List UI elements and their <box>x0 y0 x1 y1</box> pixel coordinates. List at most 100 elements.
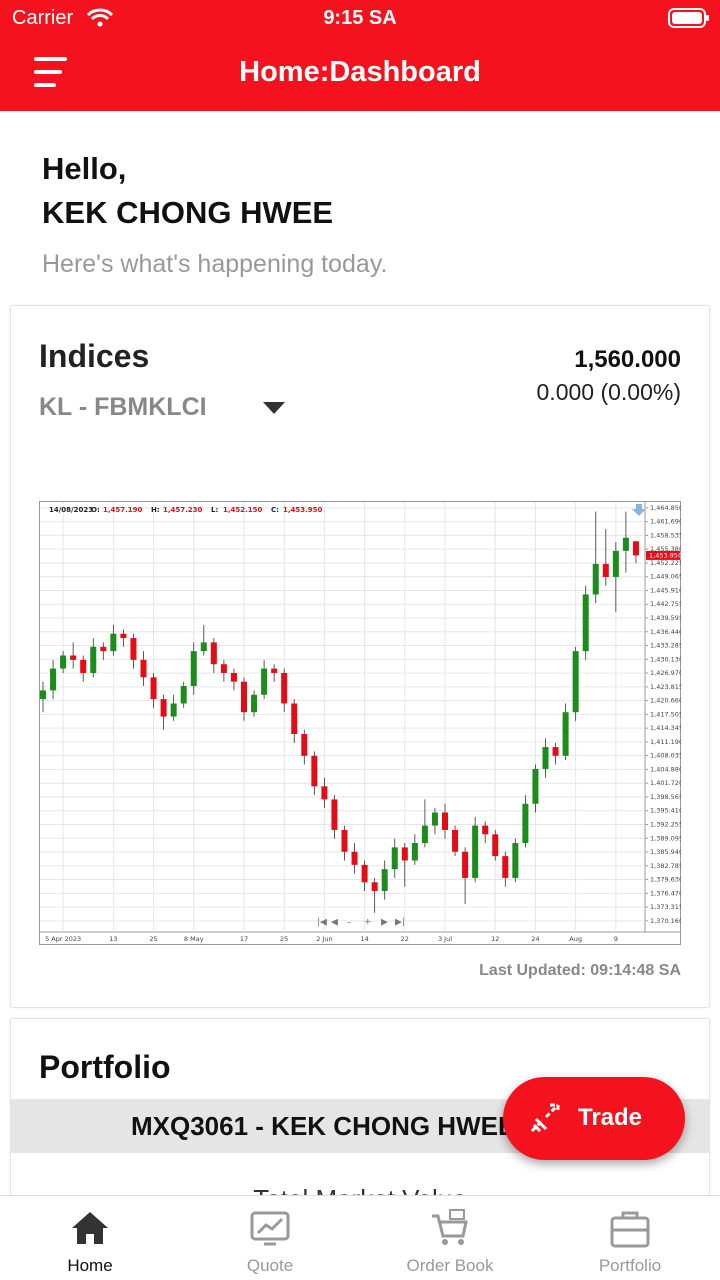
candle-body <box>70 655 77 660</box>
y-tick-label: 1,455.380 <box>650 545 681 553</box>
candle-body <box>130 638 137 660</box>
ohlc-value: 1,452.150 <box>223 506 263 514</box>
chart-navigation: |◀ ◀ – + ▶ ▶| <box>317 918 405 928</box>
y-tick-label: 1,376.470 <box>650 889 681 897</box>
candle-body <box>200 642 207 652</box>
portfolio-card: Portfolio MXQ3061 - KEK CHONG HWEE Total… <box>10 1018 710 1195</box>
nav-prev[interactable]: ◀ <box>331 918 338 928</box>
candle-body <box>401 847 408 861</box>
candle-body <box>391 847 398 870</box>
candle-body <box>462 851 469 878</box>
y-tick-label: 1,461.690 <box>650 518 681 526</box>
nav-zoom-in[interactable]: + <box>364 918 372 928</box>
candle-body <box>492 834 499 857</box>
trade-label: Trade <box>578 1104 643 1131</box>
x-tick-label: 24 <box>531 935 539 943</box>
y-tick-label: 1,464.850 <box>650 504 681 512</box>
y-tick-label: 1,433.285 <box>650 642 681 650</box>
candle-body <box>572 651 579 713</box>
clock: 9:15 SA <box>323 7 397 29</box>
nav-last[interactable]: ▶| <box>395 918 405 928</box>
carrier: Carrier <box>12 7 74 29</box>
nav-zoom-out[interactable]: – <box>347 918 352 928</box>
x-tick-label: 12 <box>491 935 499 943</box>
candle-body <box>431 812 438 826</box>
user-name: KEK CHONG HWEE <box>42 195 334 230</box>
candle-body <box>120 633 127 639</box>
y-tick-label: 1,385.940 <box>650 848 681 856</box>
battery-icon <box>668 8 709 28</box>
account-name[interactable]: MXQ3061 - KEK CHONG HWEE <box>131 1111 516 1141</box>
ohlc-key: C: <box>271 506 279 514</box>
candle-body <box>110 633 117 652</box>
candle-body <box>472 825 479 878</box>
candle-body <box>271 668 278 673</box>
candle-body <box>512 843 519 878</box>
nav-next[interactable]: ▶ <box>381 918 388 928</box>
tab-label[interactable]: Quote <box>246 1256 294 1275</box>
candle-body <box>220 664 227 673</box>
candle-body <box>411 843 418 861</box>
y-tick-label: 1,414.345 <box>650 724 681 732</box>
candle-body <box>552 747 559 756</box>
y-tick-label: 1,404.880 <box>650 765 681 773</box>
tab-label[interactable]: Order Book <box>406 1256 494 1275</box>
candle-body <box>230 672 237 682</box>
chart-frame <box>39 501 681 945</box>
candle-body <box>301 734 308 756</box>
x-tick-label: 5 Apr 2023 <box>45 935 81 943</box>
candle-body <box>371 882 378 892</box>
tab-label[interactable]: Home <box>67 1256 113 1275</box>
candle-body <box>311 755 318 787</box>
candle-body <box>160 699 167 717</box>
y-tick-label: 1,420.660 <box>650 697 681 705</box>
greeting: Hello, <box>42 151 127 186</box>
candle-body <box>632 541 639 556</box>
index-price: 1,560.000 <box>574 346 681 373</box>
last-price-tag <box>646 550 680 560</box>
candle-body <box>100 646 107 652</box>
greeting-subtitle: Here's what's happening today. <box>42 250 388 278</box>
candle-body <box>582 594 589 652</box>
y-tick-label: 1,395.410 <box>650 807 681 815</box>
nav-first[interactable]: |◀ <box>317 918 327 928</box>
top-bar: Carrier 9:15 SA Home:Dashboard <box>0 0 720 111</box>
candle-body <box>210 642 217 665</box>
portfolio-icon[interactable] <box>610 1210 650 1248</box>
page-title: Home:Dashboard <box>239 56 481 88</box>
candle-body <box>60 655 67 669</box>
y-tick-label: 1,426.970 <box>650 669 681 677</box>
y-tick-label: 1,436.440 <box>650 628 681 636</box>
ohlc-value: 1,453.950 <box>283 506 323 514</box>
x-tick-label: 13 <box>109 935 117 943</box>
ohlc-key: H: <box>151 506 160 514</box>
last-updated: Last Updated: 09:14:48 SA <box>479 962 681 979</box>
order-book-icon[interactable] <box>430 1208 470 1248</box>
y-tick-label: 1,442.755 <box>650 600 681 608</box>
trade-button[interactable]: Trade <box>503 1077 685 1160</box>
candle-body <box>421 825 428 844</box>
chart-date: 14/08/2023 <box>49 506 93 514</box>
home-icon[interactable] <box>70 1210 110 1246</box>
dropdown-arrow[interactable] <box>262 401 286 415</box>
menu-button[interactable] <box>34 56 68 88</box>
tab-label[interactable]: Portfolio <box>598 1256 662 1275</box>
y-tick-label: 1,373.315 <box>650 903 681 911</box>
y-tick-label: 1,379.630 <box>650 876 681 884</box>
market-select[interactable]: KL - FBMKLCI <box>39 393 207 421</box>
y-tick-label: 1,392.255 <box>650 820 681 828</box>
x-tick-label: 22 <box>401 935 409 943</box>
y-tick-label: 1,439.595 <box>650 614 681 622</box>
x-tick-label: 14 <box>360 935 368 943</box>
y-tick-label: 1,445.910 <box>650 586 681 594</box>
x-tick-label: 25 <box>280 935 288 943</box>
scroll-latest-icon[interactable] <box>632 504 646 516</box>
candle-body <box>331 799 338 830</box>
y-tick-label: 1,452.225 <box>650 559 681 567</box>
candle-body <box>452 829 459 852</box>
y-tick-label: 1,401.720 <box>650 779 681 787</box>
candle-body <box>442 812 448 830</box>
quote-icon[interactable] <box>250 1211 290 1247</box>
x-tick-label: 17 <box>240 935 248 943</box>
y-tick-label: 1,430.130 <box>650 655 681 663</box>
